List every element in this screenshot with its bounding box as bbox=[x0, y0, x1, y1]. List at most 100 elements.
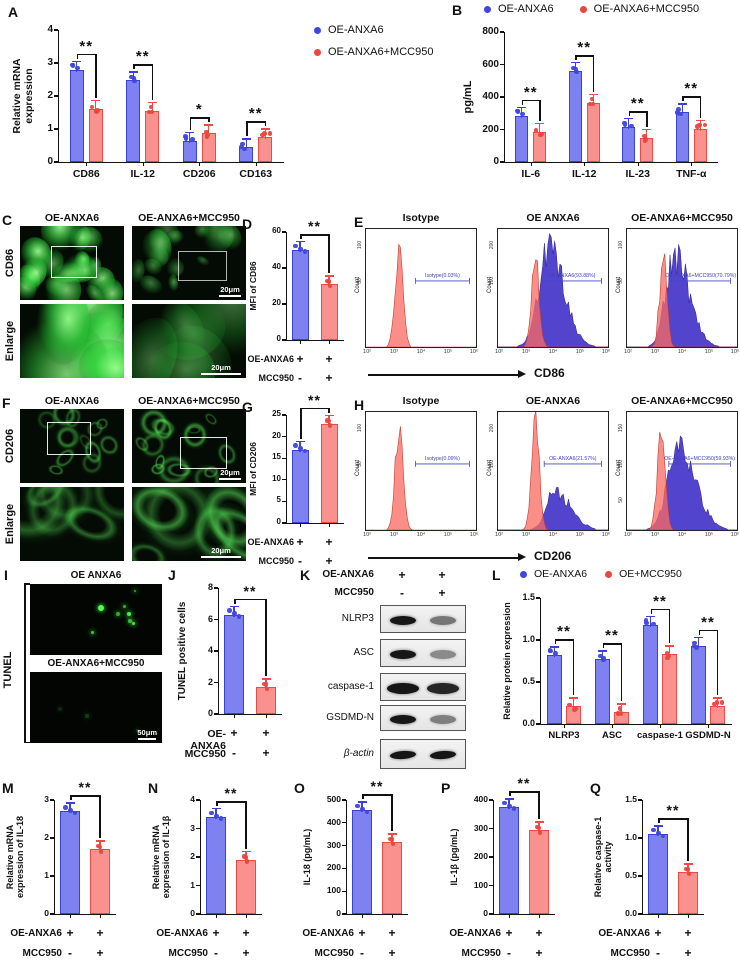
axis-row-symbol: + bbox=[230, 726, 238, 740]
y-tick bbox=[214, 681, 218, 684]
image-title: OE ANXA6 bbox=[70, 570, 122, 581]
flow-ytick: 100 bbox=[357, 423, 363, 433]
error-bar bbox=[95, 99, 97, 111]
tunel-dot bbox=[135, 729, 139, 733]
error-cap bbox=[211, 808, 221, 810]
y-axis-label: Relative mRNA expression of IL-18 bbox=[5, 815, 25, 899]
error-bar bbox=[649, 615, 652, 627]
sig-bracket bbox=[521, 99, 524, 105]
data-dot bbox=[507, 803, 512, 809]
sig-bracket bbox=[646, 111, 648, 127]
sig-label: ** bbox=[135, 48, 150, 66]
sig-bracket bbox=[246, 121, 266, 123]
y-tick-label: 400 bbox=[482, 91, 499, 102]
y-tick bbox=[214, 650, 218, 652]
y-axis-label: Relative protein expression bbox=[502, 602, 513, 720]
axis-row-label: MCC950 bbox=[258, 556, 294, 566]
error-cap bbox=[147, 101, 157, 104]
axis-row-symbol: - bbox=[232, 746, 236, 760]
y-tick-label: 1 bbox=[190, 879, 195, 890]
bar bbox=[352, 810, 372, 914]
error-bar bbox=[299, 440, 301, 452]
sig-label: ** bbox=[224, 785, 238, 802]
panel-m-chart: 0 1 2 3 Relative mRNA expression of IL-18 ** O… bbox=[4, 779, 146, 972]
data-dot bbox=[264, 686, 269, 692]
data-dot bbox=[537, 830, 542, 835]
y-axis bbox=[540, 598, 542, 724]
x-category-label: IL-6 bbox=[521, 168, 541, 180]
y-axis-label: Relative caspase-1 activity bbox=[593, 816, 613, 898]
y-tick bbox=[489, 913, 493, 915]
data-dot bbox=[692, 640, 697, 646]
data-dot bbox=[601, 655, 606, 661]
blot-band bbox=[427, 682, 459, 694]
y-tick bbox=[500, 31, 504, 33]
bar bbox=[320, 284, 338, 340]
data-dot bbox=[263, 682, 269, 687]
y-tick-label: 0 bbox=[276, 334, 281, 343]
sig-bracket bbox=[151, 64, 154, 100]
sig-bracket bbox=[300, 407, 302, 439]
sig-bracket bbox=[698, 629, 701, 635]
data-dot bbox=[227, 608, 232, 613]
legend-panel-a: OE-ANXA6 OE-ANXA6+MCC950 bbox=[314, 24, 433, 58]
panel-b-chart: 0 200 400 600 800 pg/mL IL-6 ** IL-12 ** IL-23 ** TN… bbox=[452, 16, 740, 206]
sig-bracket bbox=[602, 643, 605, 649]
y-tick bbox=[342, 913, 346, 915]
x-axis-arrow bbox=[368, 557, 518, 559]
y-tick bbox=[638, 799, 642, 801]
panel-b-label: B bbox=[452, 2, 463, 18]
blot-band bbox=[430, 714, 456, 724]
sig-bracket bbox=[572, 639, 575, 696]
data-dot bbox=[364, 809, 370, 815]
sig-bracket bbox=[70, 795, 72, 801]
y-tick bbox=[54, 161, 58, 163]
sig-label: ** bbox=[653, 592, 667, 610]
bar bbox=[675, 112, 689, 162]
sig-bracket bbox=[699, 96, 702, 118]
data-dot bbox=[298, 446, 303, 451]
error-cap bbox=[324, 275, 334, 277]
data-dot bbox=[666, 653, 671, 659]
blot-header-symbol: - bbox=[400, 586, 404, 600]
error-cap bbox=[185, 131, 195, 133]
y-tick bbox=[638, 875, 642, 877]
flow-xtick: 10⁴ bbox=[677, 349, 687, 355]
x-tick bbox=[660, 724, 662, 728]
panel-e-label: E bbox=[354, 214, 364, 230]
y-tick bbox=[489, 827, 493, 830]
tunel-dot bbox=[85, 714, 90, 719]
data-dot bbox=[205, 132, 210, 138]
sig-bracket bbox=[234, 598, 236, 604]
axis-row-symbol: + bbox=[262, 746, 270, 760]
legend-marker-blue bbox=[484, 5, 491, 13]
y-tick-label: 0.0 bbox=[522, 718, 535, 728]
data-dot bbox=[355, 803, 360, 809]
panel-e-flow: Isotype Count 100 50 Isotype(0.03%) 10² 10³ 10⁴… bbox=[352, 212, 740, 390]
axis-row-symbol: + bbox=[684, 946, 692, 960]
data-dot bbox=[589, 96, 595, 102]
flow-plot: OE-ANXA6(21.57%) bbox=[497, 411, 609, 531]
panel-n-chart: 0 1 2 3 4 Relative mRNA expression of IL-1β **… bbox=[150, 785, 292, 972]
sig-bracket bbox=[362, 794, 392, 796]
y-tick bbox=[50, 799, 54, 801]
fluorescence-image: 20μm bbox=[132, 487, 246, 561]
axis-row-symbol: - bbox=[68, 946, 72, 960]
y-tick-label: 1.5 bbox=[522, 592, 535, 602]
bar bbox=[678, 872, 698, 914]
error-cap bbox=[642, 128, 652, 131]
y-tick bbox=[342, 822, 346, 824]
y-tick-label: 15 bbox=[272, 452, 281, 462]
bar bbox=[643, 624, 658, 724]
x-tick bbox=[637, 162, 639, 166]
error-cap bbox=[95, 840, 105, 842]
tunel-dot bbox=[90, 630, 94, 634]
flow-xtick: 10² bbox=[624, 532, 632, 538]
bracket-tick bbox=[24, 741, 30, 743]
panel-m-label: M bbox=[2, 780, 14, 796]
flow-histogram: Isotype(0.03%) bbox=[366, 243, 476, 347]
data-dot bbox=[678, 111, 683, 117]
data-dot bbox=[547, 648, 553, 653]
data-dot bbox=[539, 131, 544, 137]
y-tick bbox=[342, 799, 346, 801]
